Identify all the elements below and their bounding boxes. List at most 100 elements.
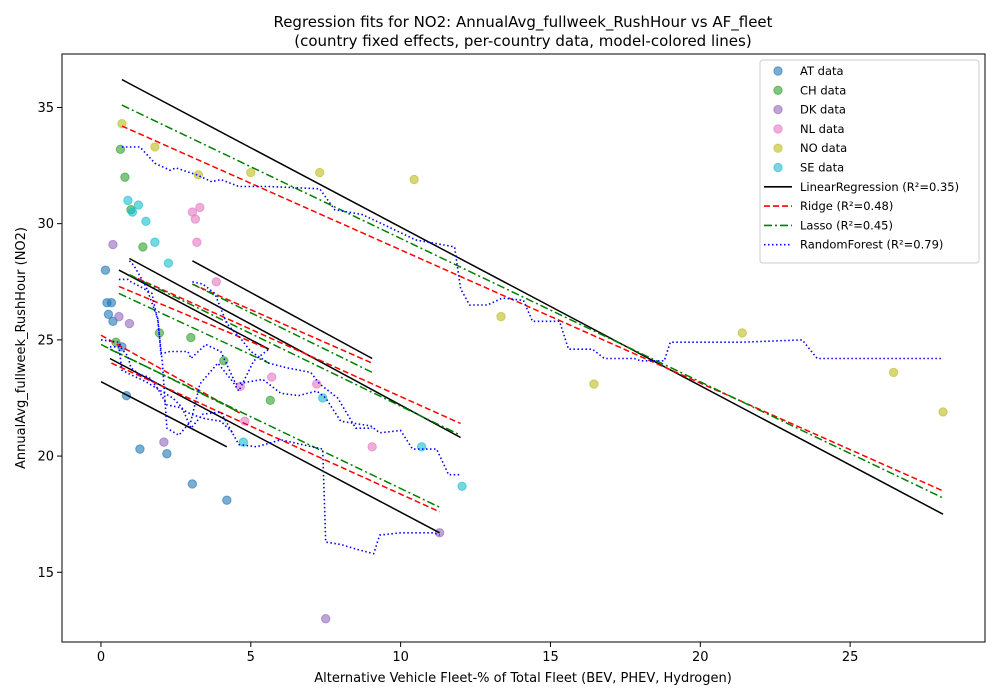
data-point: [186, 332, 196, 343]
legend-label: NO data: [800, 141, 847, 155]
fit-line: [111, 362, 440, 513]
data-point: [106, 297, 117, 308]
data-point: [238, 437, 249, 447]
x-tick-label: 15: [542, 650, 559, 665]
data-point: [246, 167, 256, 178]
x-tick-label: 0: [97, 650, 105, 665]
data-point: [100, 265, 111, 275]
data-point: [138, 242, 148, 252]
data-point: [187, 479, 198, 489]
y-tick-label: 35: [37, 101, 54, 116]
data-point: [888, 367, 899, 378]
data-point: [162, 449, 172, 459]
fit-line: [109, 357, 440, 534]
fit-line: [118, 285, 270, 350]
fit-line: [100, 381, 228, 448]
data-point: [321, 614, 331, 624]
y-tick-label: 20: [37, 450, 54, 465]
fit-line: [129, 274, 461, 425]
fit-line: [109, 348, 440, 508]
legend-label: DK data: [800, 103, 846, 117]
scatter-series-no: [117, 119, 948, 417]
fit-line: [128, 260, 461, 476]
data-point: [190, 214, 201, 224]
fit-series-randomforest: [100, 146, 943, 555]
data-point: [219, 356, 229, 366]
legend-marker: [773, 85, 783, 96]
fit-line: [192, 281, 373, 430]
data-point: [265, 395, 275, 405]
data-point: [315, 167, 325, 178]
data-point: [163, 258, 174, 268]
data-point: [496, 311, 506, 322]
legend-label: Lasso (R²=0.45): [800, 218, 893, 232]
fit-line: [192, 283, 373, 374]
legend-label: Ridge (R²=0.48): [800, 199, 893, 213]
data-point: [114, 311, 124, 322]
plot-frame: [61, 53, 986, 643]
y-tick-label: 30: [37, 217, 54, 232]
x-tick-label: 5: [247, 650, 255, 665]
scatter-series-at: [100, 265, 232, 505]
data-point: [150, 142, 160, 152]
data-point: [141, 216, 151, 227]
x-tick-label: 25: [842, 650, 859, 665]
data-point: [192, 237, 202, 247]
data-point: [159, 437, 169, 447]
data-point: [150, 237, 160, 247]
legend-marker: [773, 143, 783, 153]
fit-line: [118, 292, 270, 364]
y-tick-label: 15: [37, 566, 54, 581]
legend-label: AT data: [800, 64, 844, 78]
fit-line: [129, 274, 461, 436]
data-point: [211, 277, 222, 287]
fit-line: [192, 260, 373, 360]
legend: AT data CH data DK data NL data NO data SE da…: [759, 59, 980, 264]
fit-line: [192, 283, 373, 364]
legend-label: SE data: [800, 161, 844, 175]
fit-line: [129, 257, 461, 439]
data-point: [123, 195, 133, 206]
fit-line: [121, 104, 944, 499]
data-point: [267, 372, 277, 382]
data-point: [108, 239, 118, 250]
data-point: [312, 379, 322, 389]
fit-line: [109, 345, 440, 555]
fit-series-ridge: [100, 125, 944, 513]
fit-line: [121, 146, 943, 362]
data-point: [195, 202, 205, 213]
data-point: [416, 442, 427, 452]
data-point: [135, 444, 145, 454]
scatter-series-se: [123, 195, 467, 491]
data-point: [367, 442, 377, 452]
fit-line: [118, 269, 270, 350]
axes: 0 5 10 15 20 25 15 20 25 30 35: [37, 101, 858, 665]
data-point: [409, 174, 419, 185]
scatter-series-nl: [187, 202, 377, 452]
data-point: [737, 328, 747, 338]
y-tick-label: 25: [37, 333, 54, 348]
data-point: [589, 379, 599, 389]
chart-title: Regression fits for NO2: AnnualAvg_fullw…: [273, 13, 772, 32]
legend-marker: [773, 66, 783, 76]
data-point: [103, 309, 114, 320]
chart-subtitle: (country fixed effects, per-country data…: [294, 32, 751, 50]
fit-line: [121, 78, 944, 515]
x-axis-label: Alternative Vehicle Fleet-% of Total Fle…: [314, 671, 732, 686]
data-point: [117, 119, 127, 129]
fit-line: [121, 125, 944, 492]
legend-label: NL data: [800, 122, 845, 136]
legend-marker: [773, 124, 783, 134]
plot-area: [100, 78, 948, 624]
data-point: [938, 407, 948, 417]
legend-marker: [773, 104, 783, 115]
fit-line: [118, 278, 270, 437]
data-point: [457, 481, 467, 491]
data-point: [120, 172, 130, 182]
legend-box: [759, 59, 980, 264]
data-point: [222, 495, 232, 505]
legend-label: LinearRegression (R²=0.35): [800, 180, 959, 194]
x-tick-label: 10: [392, 650, 409, 665]
data-point: [133, 200, 144, 210]
